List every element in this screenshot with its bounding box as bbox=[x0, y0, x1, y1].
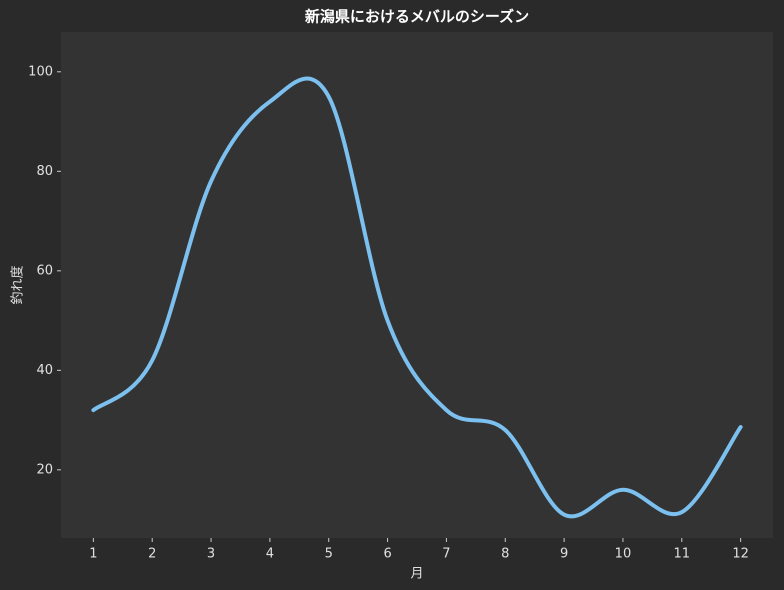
y-tick-label: 100 bbox=[28, 64, 53, 79]
x-tick-label: 6 bbox=[383, 547, 391, 562]
x-tick-label: 1 bbox=[89, 547, 97, 562]
y-tick-label: 40 bbox=[36, 363, 53, 378]
x-tick-label: 9 bbox=[560, 547, 568, 562]
x-axis-label: 月 bbox=[410, 567, 423, 582]
x-tick-label: 3 bbox=[207, 547, 215, 562]
x-tick-label: 12 bbox=[732, 547, 749, 562]
chart-title: 新潟県におけるメバルのシーズン bbox=[305, 8, 529, 26]
x-tick-label: 7 bbox=[442, 547, 450, 562]
x-tick-label: 5 bbox=[325, 547, 333, 562]
y-tick-label: 80 bbox=[36, 164, 53, 179]
y-tick-label: 20 bbox=[36, 462, 53, 477]
y-tick-label: 60 bbox=[36, 263, 53, 278]
x-tick-label: 11 bbox=[674, 547, 691, 562]
line bbox=[91, 76, 743, 519]
x-tick-label: 4 bbox=[266, 547, 274, 562]
y-axis-label: 釣れ度 bbox=[10, 265, 26, 304]
plot-area bbox=[61, 32, 773, 538]
x-tick-label: 8 bbox=[501, 547, 509, 562]
x-tick-label: 10 bbox=[615, 547, 632, 562]
x-tick-label: 2 bbox=[148, 547, 156, 562]
